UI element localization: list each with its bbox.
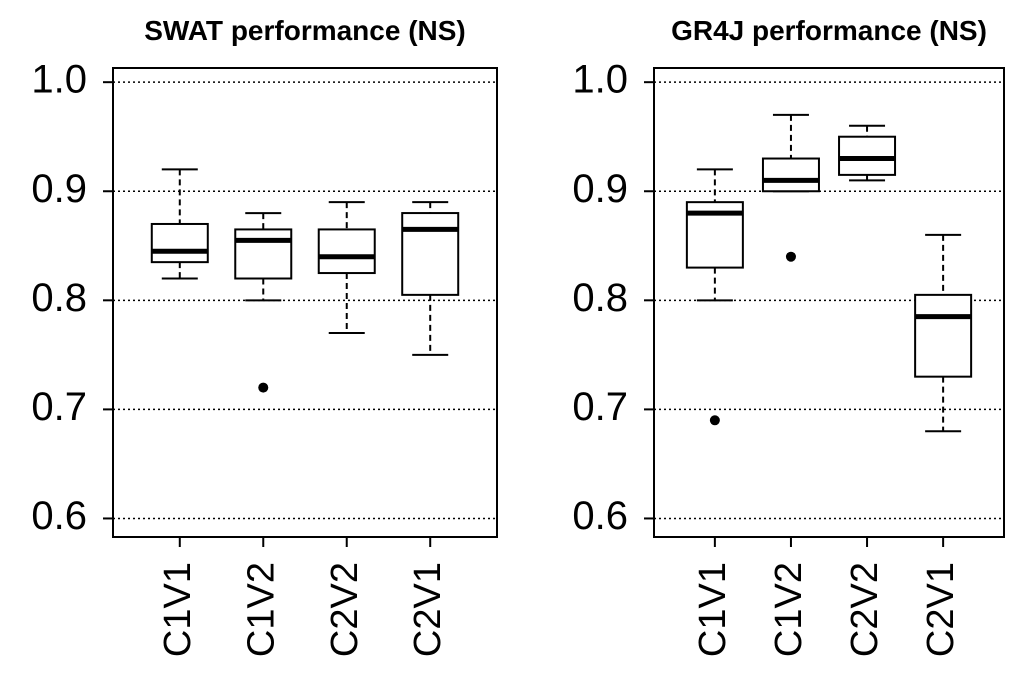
- y-tick-label: 1.0: [31, 58, 87, 102]
- y-tick-label: 0.7: [31, 385, 87, 429]
- x-tick-label: C1V1: [692, 562, 734, 657]
- outlier: [258, 382, 269, 393]
- y-tick-label: 0.8: [31, 276, 87, 320]
- box: [838, 135, 897, 176]
- y-tick-label: 0.9: [572, 167, 628, 211]
- x-tick-label: C2V1: [920, 562, 962, 657]
- box: [317, 228, 376, 275]
- x-tick-label: C2V1: [407, 562, 449, 657]
- plot-frame: [112, 67, 498, 538]
- x-tick-label: C1V1: [157, 562, 199, 657]
- y-tick-label: 0.8: [572, 276, 628, 320]
- plot-frame: [653, 67, 1005, 538]
- y-tick-label: 0.6: [31, 494, 87, 538]
- x-tick-label: C1V2: [240, 562, 282, 657]
- x-tick-label: C2V2: [844, 562, 886, 657]
- x-tick-label: C1V2: [768, 562, 810, 657]
- chart-title: SWAT performance (NS): [144, 15, 466, 46]
- box: [761, 157, 820, 193]
- y-tick-label: 1.0: [572, 58, 628, 102]
- y-tick-label: 0.6: [572, 494, 628, 538]
- outlier: [785, 251, 796, 262]
- x-tick-label: C2V2: [324, 562, 366, 657]
- outlier: [709, 415, 720, 426]
- y-tick-label: 0.9: [31, 167, 87, 211]
- chart-title: GR4J performance (NS): [671, 15, 987, 46]
- box: [401, 212, 460, 296]
- box: [150, 222, 209, 264]
- y-tick-label: 0.7: [572, 385, 628, 429]
- box: [234, 228, 293, 280]
- box: [914, 293, 973, 378]
